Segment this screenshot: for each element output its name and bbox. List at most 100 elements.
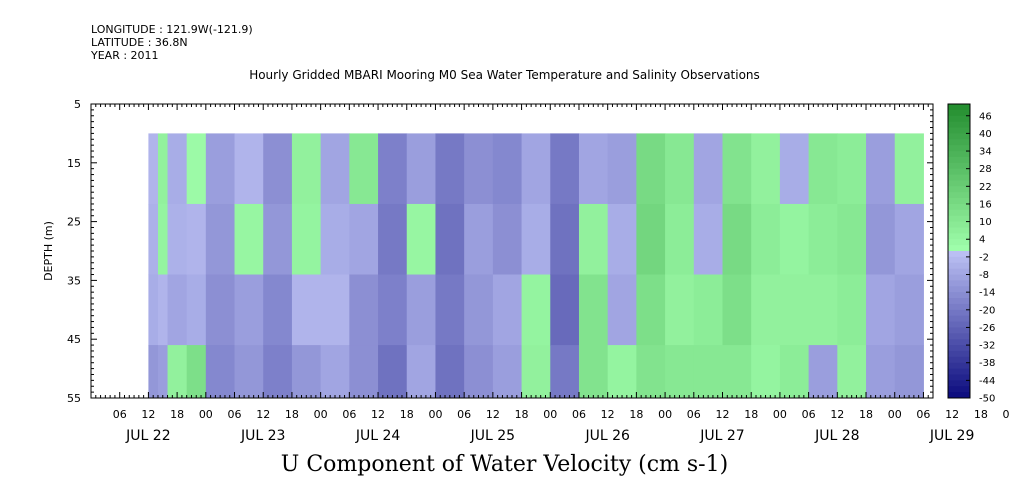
colorbar-swatch xyxy=(948,145,970,152)
x-day-labels: JUL 22 JUL 23 JUL 24 JUL 25 JUL 26 JUL 27 JUL … xyxy=(125,428,974,444)
x-tick-label: 00 xyxy=(1003,408,1009,421)
heatmap-cell xyxy=(550,345,580,399)
colorbar-label: 10 xyxy=(979,217,992,228)
heatmap-cell xyxy=(578,274,609,346)
heatmap-cell xyxy=(320,133,350,205)
heatmap-cell xyxy=(167,274,188,346)
x-tick-label: 06 xyxy=(916,408,930,421)
colorbar-swatch xyxy=(948,315,970,323)
heatmap-cell xyxy=(808,345,838,399)
x-tick-label: 18 xyxy=(859,408,873,421)
heatmap-cell xyxy=(578,345,609,399)
x-tick-label: 00 xyxy=(658,408,672,421)
x-tick-label: 06 xyxy=(457,408,471,421)
heatmap-cell xyxy=(808,274,838,346)
heatmap-cell xyxy=(435,274,465,346)
heatmap-cell xyxy=(167,203,188,276)
x-tick-label: 06 xyxy=(802,408,816,421)
heatmap-cell xyxy=(406,203,436,276)
heatmap-cell xyxy=(607,133,637,205)
colorbar-swatch xyxy=(948,215,970,223)
heatmap-cell xyxy=(779,345,810,399)
colorbar-swatch xyxy=(948,368,970,375)
heatmap-cell xyxy=(148,345,159,399)
heatmap-cells xyxy=(148,133,924,399)
axis-ticks xyxy=(90,103,934,399)
heatmap-cell xyxy=(636,133,666,205)
heatmap-cell xyxy=(492,203,523,276)
colorbar-swatch xyxy=(948,309,970,317)
x-tick-label: 12 xyxy=(601,408,615,421)
colorbar-swatch xyxy=(948,245,970,252)
heatmap-cell xyxy=(186,345,207,399)
colorbar-swatch xyxy=(948,115,970,123)
x-day-label: JUL 22 xyxy=(125,428,170,444)
x-tick-label: 06 xyxy=(342,408,356,421)
colorbar-swatch xyxy=(948,203,970,211)
colorbar-swatch xyxy=(948,139,970,146)
heatmap-cell xyxy=(205,133,236,205)
colorbar-swatch xyxy=(948,274,970,281)
colorbar-swatch xyxy=(948,356,970,364)
heatmap-cell xyxy=(435,133,465,205)
heatmap-cell xyxy=(693,274,723,346)
heatmap-cell xyxy=(751,274,781,346)
heatmap-cell xyxy=(205,203,236,276)
colorbar-swatch xyxy=(948,121,970,129)
x-tick-label: 12 xyxy=(945,408,959,421)
heatmap-cell xyxy=(435,345,465,399)
colorbar-label: 40 xyxy=(979,129,992,140)
x-tick-label: 06 xyxy=(687,408,701,421)
colorbar-swatch xyxy=(948,168,970,176)
heatmap-cell xyxy=(349,345,379,399)
heatmap-cell xyxy=(894,133,924,205)
heatmap-cell xyxy=(167,345,188,399)
colorbar-swatch xyxy=(948,239,970,246)
colorbar-swatch xyxy=(948,221,970,228)
colorbar: 46 40 34 28 22 16 10 4 -2 -8 -14 -20 -26 -32 -38 -44 -50 xyxy=(947,103,995,405)
colorbar-swatch xyxy=(948,162,970,170)
x-tick-label: 18 xyxy=(285,408,299,421)
heatmap-cell xyxy=(291,203,322,276)
colorbar-swatch xyxy=(948,327,970,334)
heatmap-cell xyxy=(263,345,293,399)
x-day-label: JUL 28 xyxy=(814,428,859,444)
colorbar-label: -2 xyxy=(979,252,989,263)
heatmap-cell xyxy=(157,274,169,346)
heatmap-cell xyxy=(693,203,723,276)
heatmap-cell xyxy=(234,274,264,346)
heatmap-cell xyxy=(406,345,436,399)
heatmap-cell xyxy=(779,274,810,346)
colorbar-swatch xyxy=(948,104,970,111)
heatmap-cell xyxy=(751,133,781,205)
longitude-text: LONGITUDE : 121.9W(-121.9) xyxy=(91,23,253,36)
y-tick-labels: 5 15 25 35 45 55 xyxy=(67,98,81,405)
colorbar-swatch xyxy=(948,362,970,370)
heatmap-cell xyxy=(808,203,838,276)
colorbar-swatch xyxy=(948,174,970,181)
colorbar-label: -38 xyxy=(979,358,995,369)
heatmap-cell xyxy=(894,203,924,276)
heatmap-cell xyxy=(550,274,580,346)
heatmap-cell xyxy=(665,345,695,399)
latitude-text: LATITUDE : 36.8N xyxy=(91,36,188,49)
colorbar-swatch xyxy=(948,198,970,205)
heatmap-cell xyxy=(320,203,350,276)
colorbar-label: -20 xyxy=(979,305,995,316)
colorbar-label: -50 xyxy=(979,394,995,405)
heatmap-cell xyxy=(837,133,867,205)
x-tick-label: 06 xyxy=(113,408,127,421)
colorbar-swatch xyxy=(948,262,970,270)
colorbar-label: -26 xyxy=(979,323,995,334)
x-tick-label: 06 xyxy=(572,408,586,421)
heatmap-cell xyxy=(693,345,723,399)
y-tick-label: 35 xyxy=(67,274,81,287)
heatmap-cell xyxy=(492,345,523,399)
colorbar-swatch xyxy=(948,156,970,164)
colorbar-label: 46 xyxy=(979,111,992,122)
heatmap-cell xyxy=(205,345,236,399)
heatmap-cell xyxy=(349,133,379,205)
heatmap-cell xyxy=(157,203,169,276)
x-tick-label: 00 xyxy=(543,408,557,421)
heatmap-cell xyxy=(492,133,523,205)
